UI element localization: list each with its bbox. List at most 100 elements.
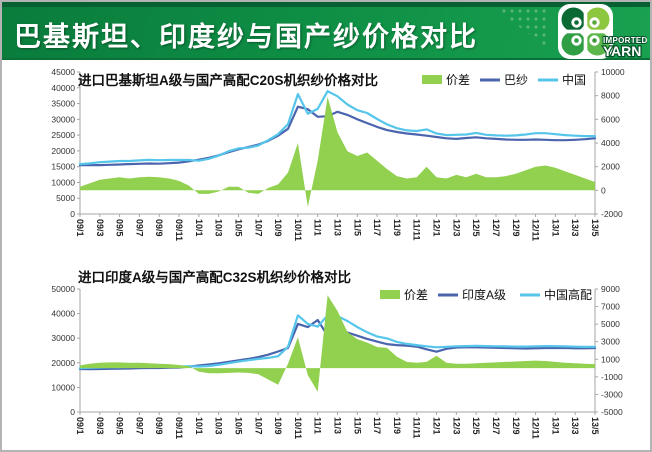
legend-swatch-area xyxy=(422,75,442,84)
x-axis-tick-label: 12/3 xyxy=(451,417,461,435)
left-axis-tick-label: 35000 xyxy=(51,99,75,109)
left-axis-tick-label: 40000 xyxy=(51,309,75,319)
right-axis-tick-label: -1000 xyxy=(601,372,623,382)
imported-yarn-logo: IMPORTED YARN xyxy=(558,4,647,60)
x-axis-tick-label: 10/9 xyxy=(273,417,283,435)
left-axis-tick-label: 30000 xyxy=(51,333,75,343)
pakistan-yarn-line xyxy=(78,105,597,167)
x-axis-tick-label: 12/7 xyxy=(491,417,501,435)
x-axis-tick-label: 13/1 xyxy=(550,219,560,237)
x-axis-tick-label: 09/11 xyxy=(174,219,184,241)
legend-label: 印度A级 xyxy=(462,287,506,302)
x-axis-tick-label: 09/9 xyxy=(154,219,164,237)
left-axis-tick-label: 50000 xyxy=(51,284,75,294)
x-axis-tick-label: 12/11 xyxy=(531,219,541,241)
x-axis-tick-label: 09/11 xyxy=(174,417,184,439)
right-axis-tick-label: -5000 xyxy=(601,407,623,417)
china-yarn-line xyxy=(78,90,597,166)
x-axis-tick-label: 11/1 xyxy=(313,417,323,434)
x-axis-tick-label: 11/3 xyxy=(333,417,343,434)
legend-label: 中国 xyxy=(562,72,586,87)
x-axis-tick-label: 10/1 xyxy=(194,219,204,237)
left-axis-tick-label: 10000 xyxy=(51,382,75,392)
left-axis-tick-label: 20000 xyxy=(51,146,75,156)
x-axis-tick-label: 13/3 xyxy=(570,219,580,237)
price-gap-area xyxy=(80,295,595,392)
x-axis-tick-label: 10/5 xyxy=(233,219,243,237)
x-axis-tick-label: 09/5 xyxy=(115,417,125,435)
right-axis-tick-label: 8000 xyxy=(601,91,620,101)
x-axis-tick-label: 12/5 xyxy=(471,219,481,237)
right-axis-tick-label: 10000 xyxy=(601,67,625,77)
logo-clover-icon xyxy=(558,4,613,59)
right-axis-tick-label: 3000 xyxy=(601,337,620,347)
x-axis-tick-label: 10/11 xyxy=(293,219,303,241)
x-axis-tick-label: 12/3 xyxy=(451,219,461,237)
left-axis-tick-label: 0 xyxy=(70,209,75,219)
x-axis-tick-label: 09/3 xyxy=(95,219,105,237)
right-axis-tick-label: 2000 xyxy=(601,162,620,172)
x-axis-tick-label: 09/7 xyxy=(134,417,144,435)
x-axis-tick-label: 10/7 xyxy=(253,417,263,435)
legend-swatch-line xyxy=(520,293,540,297)
logo-text-yarn: YARN xyxy=(603,43,641,59)
legend-label: 价差 xyxy=(446,73,470,87)
legend-label: 中国高配 xyxy=(544,287,592,302)
x-axis-tick-label: 12/9 xyxy=(511,417,521,435)
left-axis-tick-label: 15000 xyxy=(51,162,75,172)
x-axis-tick-label: 10/5 xyxy=(233,417,243,435)
x-axis-tick-label: 10/3 xyxy=(214,417,224,435)
left-axis-tick-label: 0 xyxy=(70,407,75,417)
x-axis-tick-label: 11/11 xyxy=(412,417,422,439)
x-axis-tick-label: 10/9 xyxy=(273,219,283,237)
right-axis-tick-label: -2000 xyxy=(601,209,623,219)
chart-pakistan-vs-china: 0500010000150002000025000300003500040000… xyxy=(51,67,625,241)
right-axis-tick-label: 7000 xyxy=(601,302,620,312)
x-axis-tick-label: 13/3 xyxy=(570,417,580,435)
x-axis-tick-label: 11/9 xyxy=(392,417,402,434)
left-axis-tick-label: 40000 xyxy=(51,83,75,93)
left-axis-tick-label: 25000 xyxy=(51,130,75,140)
x-axis-tick-label: 10/1 xyxy=(194,417,204,435)
legend-label: 价差 xyxy=(404,288,428,302)
x-axis-tick-label: 10/7 xyxy=(253,219,263,237)
x-axis-tick-label: 13/5 xyxy=(590,219,600,237)
header-dot-pattern xyxy=(493,7,550,51)
legend-label: 巴纱 xyxy=(504,73,528,87)
price-gap-area xyxy=(80,96,595,207)
legend-swatch-area xyxy=(380,290,400,299)
right-axis-tick-label: -3000 xyxy=(601,389,623,399)
x-axis-tick-label: 12/11 xyxy=(531,417,541,439)
left-axis-tick-label: 30000 xyxy=(51,114,75,124)
left-axis-tick-label: 45000 xyxy=(51,67,75,77)
legend-swatch-line xyxy=(480,78,500,82)
header-top-strip xyxy=(2,2,650,7)
x-axis-tick-label: 11/11 xyxy=(412,219,422,241)
x-axis-tick-label: 11/7 xyxy=(372,417,382,434)
left-axis-tick-label: 20000 xyxy=(51,358,75,368)
logo-text-imported: IMPORTED xyxy=(603,36,647,45)
x-axis-tick-label: 13/5 xyxy=(590,417,600,435)
x-axis-tick-label: 09/1 xyxy=(75,219,85,237)
x-axis-tick-label: 09/9 xyxy=(154,417,164,435)
x-axis-tick-label: 09/7 xyxy=(134,219,144,237)
left-axis-tick-label: 5000 xyxy=(56,193,75,203)
right-axis-tick-label: 5000 xyxy=(601,319,620,329)
legend-swatch-line xyxy=(538,78,558,82)
x-axis-tick-label: 10/11 xyxy=(293,417,303,439)
header-bar: 巴基斯坦、印度纱与国产纱价格对比 IMPORTED YARN xyxy=(2,2,650,60)
x-axis-tick-label: 13/1 xyxy=(550,417,560,435)
chart-india-vs-china: 0 10000 20000 30000 40000 50000 -5000 -3000 -100… xyxy=(51,269,623,439)
x-axis-tick-label: 11/5 xyxy=(352,417,362,434)
x-axis-tick-label: 11/9 xyxy=(392,219,402,236)
chart-title: 进口巴基斯坦A级与国产高配C20S机织纱价格对比 xyxy=(78,72,378,88)
x-axis-tick-label: 10/3 xyxy=(214,219,224,237)
chart-title: 进口印度A级与国产高配C32S机织纱价格对比 xyxy=(78,269,351,285)
x-axis-tick-label: 12/7 xyxy=(491,219,501,237)
x-axis-tick-label: 11/3 xyxy=(333,219,343,236)
right-axis-tick-label: 0 xyxy=(601,185,606,195)
x-axis-tick-label: 09/3 xyxy=(95,417,105,435)
x-axis-tick-label: 12/5 xyxy=(471,417,481,435)
x-axis-tick-label: 09/1 xyxy=(75,417,85,435)
